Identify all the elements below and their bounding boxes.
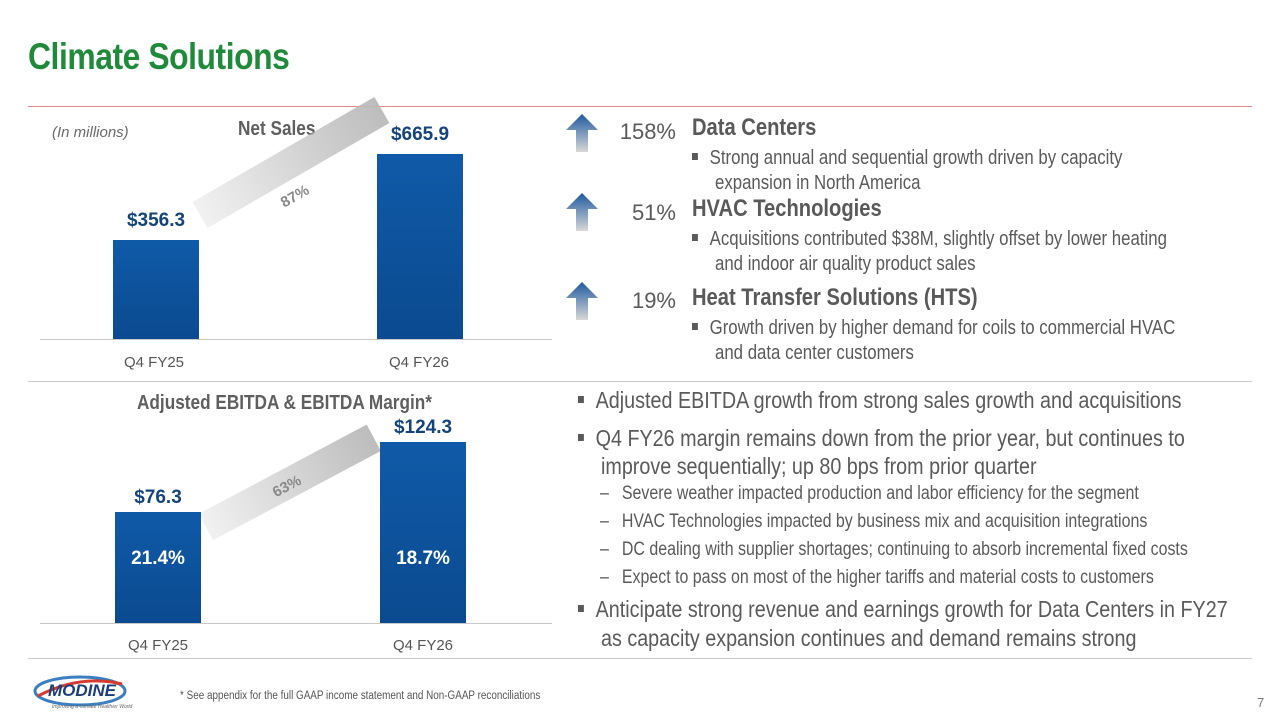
- bar-label: $356.3: [126, 210, 186, 232]
- sub-bullet-item: – DC dealing with supplier shortages; con…: [600, 539, 1188, 560]
- segment-bullet-cont: and indoor air quality product sales: [715, 253, 976, 275]
- modine-logo: MODINE Improving a Climate Healthier Wor…: [33, 675, 133, 710]
- bullet-item: Anticipate strong revenue and earnings g…: [578, 595, 1228, 623]
- bullet-square-icon: [692, 234, 698, 242]
- sub-bullet-item: – HVAC Technologies impacted by business …: [600, 511, 1148, 532]
- segment-name: Data Centers: [692, 114, 817, 141]
- bullet-item-cont: as capacity expansion continues and dema…: [601, 625, 1137, 651]
- section-divider: [28, 381, 1252, 382]
- footnote: * See appendix for the full GAAP income …: [180, 690, 541, 702]
- segment-bullet: Strong annual and sequential growth driv…: [692, 146, 1122, 171]
- margin-label: 18.7%: [396, 548, 450, 569]
- category-label: Q4 FY26: [388, 354, 450, 371]
- net-sales-growth-label: 87%: [277, 181, 313, 212]
- segment-name: Heat Transfer Solutions (HTS): [692, 284, 978, 311]
- net-sales-title: Net Sales: [238, 118, 316, 140]
- x-axis-line: [40, 623, 552, 624]
- category-label: Q4 FY26: [392, 637, 454, 654]
- net-sales-bar: [113, 240, 199, 339]
- bullet-square-icon: [692, 153, 698, 161]
- up-arrow-icon: [566, 114, 598, 152]
- margin-label: 21.4%: [131, 548, 185, 569]
- bullet-square-icon: [578, 434, 584, 442]
- net-sales-bar: [377, 154, 463, 339]
- bar-label: $665.9: [390, 124, 450, 145]
- up-arrow-icon: [566, 193, 598, 231]
- bullet-square-icon: [692, 323, 698, 331]
- page-number: 7: [1257, 695, 1265, 710]
- segment-growth: 51%: [631, 200, 676, 225]
- title-divider: [28, 106, 1252, 107]
- ebitda-title: Adjusted EBITDA & EBITDA Margin*: [137, 392, 432, 414]
- footer-divider: [28, 658, 1252, 659]
- segment-growth: 158%: [619, 119, 676, 144]
- ebitda-bar: [115, 511, 201, 623]
- bullet-item: Q4 FY26 margin remains down from the pri…: [578, 424, 1185, 452]
- bar-label: $124.3: [393, 416, 453, 438]
- svg-text:Improving a Climate Healthier: Improving a Climate Healthier World: [52, 704, 133, 710]
- bullet-square-icon: [578, 605, 584, 613]
- segment-name: HVAC Technologies: [692, 195, 882, 222]
- segment-bullet: Acquisitions contributed $38M, slightly …: [692, 227, 1167, 252]
- sub-bullet-item: – Expect to pass on most of the higher ta…: [600, 567, 1154, 588]
- category-label: Q4 FY25: [127, 637, 189, 654]
- sub-bullet-item: – Severe weather impacted production and …: [600, 483, 1139, 504]
- category-label: Q4 FY25: [123, 354, 185, 371]
- bullet-item: Adjusted EBITDA growth from strong sales…: [578, 386, 1182, 414]
- segment-bullet-cont: and data center customers: [715, 342, 914, 364]
- up-arrow-icon: [566, 282, 598, 320]
- bullet-square-icon: [578, 396, 584, 404]
- units-label: (In millions): [52, 124, 129, 141]
- svg-text:MODINE: MODINE: [48, 681, 117, 700]
- segment-growth: 19%: [631, 288, 676, 313]
- segment-bullet: Growth driven by higher demand for coils…: [692, 316, 1175, 341]
- page-title: Climate Solutions: [28, 36, 290, 77]
- segment-bullet-cont: expansion in North America: [715, 172, 921, 194]
- bar-label: $76.3: [134, 486, 182, 508]
- x-axis-line: [40, 339, 552, 340]
- ebitda-bar: [380, 441, 466, 623]
- bullet-item-cont: improve sequentially; up 80 bps from pri…: [601, 453, 1037, 479]
